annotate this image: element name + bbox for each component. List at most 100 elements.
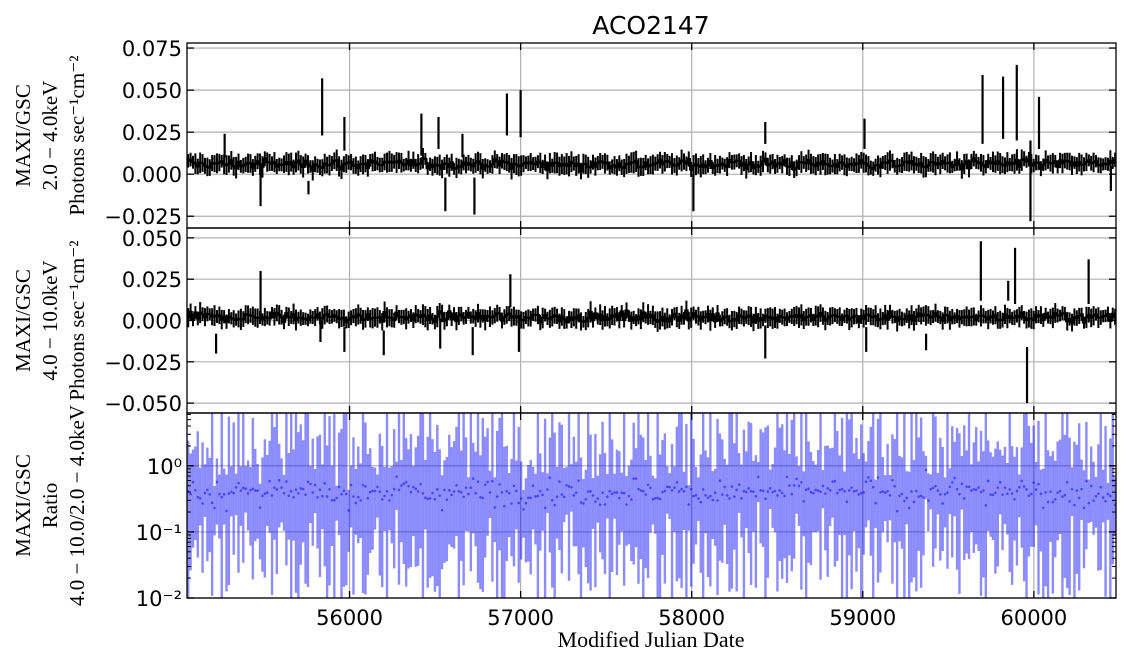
x-axis-label: Modified Julian Date: [558, 627, 745, 652]
ratio-point: [910, 490, 913, 493]
ratio-point: [402, 482, 406, 486]
ratio-point: [627, 494, 631, 498]
ratio-point: [538, 489, 542, 493]
ratio-point: [998, 480, 1002, 484]
ratio-point: [562, 495, 566, 499]
ratio-point: [344, 492, 348, 496]
ratio-point: [234, 486, 238, 489]
ratio-point: [728, 497, 731, 500]
ratio-point: [948, 485, 952, 489]
ratio-point: [1037, 482, 1040, 486]
ratio-point: [843, 489, 846, 493]
figure-title: ACO2147: [592, 11, 709, 40]
ratio-point: [1041, 506, 1045, 510]
ratio-point: [1099, 485, 1103, 489]
ratio-point: [529, 496, 533, 500]
ratio-point: [802, 500, 806, 503]
ratio-point: [558, 480, 561, 483]
ratio-point: [641, 489, 645, 493]
ratio-point: [749, 489, 753, 493]
ratio-point: [515, 489, 518, 493]
ratio-point: [586, 490, 590, 493]
ratio-point: [464, 486, 468, 490]
y-axis-label-line: MAXI/GSC: [11, 269, 35, 372]
ratio-point: [661, 490, 664, 494]
ratio-point: [445, 498, 449, 501]
ratio-point: [689, 487, 693, 491]
ratio-point: [1073, 503, 1076, 507]
ratio-point: [304, 493, 307, 496]
ratio-point: [946, 491, 949, 494]
ratio-point: [294, 488, 298, 491]
ratio-point: [428, 497, 432, 500]
ratio-point: [838, 488, 841, 492]
ratio-point: [824, 492, 827, 495]
ratio-point: [507, 491, 511, 495]
ratio-point: [742, 489, 746, 493]
y-tick-label: 0.050: [122, 227, 182, 251]
ratio-point: [524, 501, 528, 505]
y-tick-label: −0.050: [104, 392, 182, 416]
ratio-point: [287, 494, 291, 497]
ratio-point: [1049, 490, 1052, 493]
ratio-point: [682, 489, 686, 493]
ratio-point: [991, 493, 995, 497]
ratio-point: [289, 490, 293, 493]
ratio-point: [800, 481, 803, 484]
ratio-point: [740, 497, 743, 500]
ratio-point: [917, 495, 921, 498]
ratio-point: [986, 479, 990, 483]
ratio-point: [898, 494, 901, 498]
ratio-point: [912, 500, 916, 504]
ratio-point: [531, 484, 535, 488]
ratio-point: [488, 491, 492, 494]
data-series: [187, 413, 1116, 598]
y-axis-label-line: Photons sec⁻¹cm⁻²: [65, 240, 89, 400]
ratio-point: [1030, 492, 1033, 496]
ratio-point: [455, 483, 458, 487]
ratio-point: [265, 491, 269, 495]
ratio-point: [656, 496, 659, 500]
ratio-point: [333, 498, 336, 502]
ratio-point: [208, 493, 212, 496]
ratio-point: [388, 498, 391, 502]
ratio-point: [733, 495, 736, 498]
ratio-point: [227, 492, 231, 495]
ratio-point: [589, 490, 592, 493]
ratio-point: [1027, 494, 1031, 497]
ratio-point: [376, 485, 379, 489]
ratio-point: [493, 506, 497, 509]
x-tick-label: 59000: [829, 606, 896, 630]
ratio-point: [1075, 489, 1079, 492]
y-axis-label-line: Photons sec⁻¹cm⁻²: [65, 55, 89, 215]
ratio-point: [692, 494, 695, 498]
ratio-point: [615, 491, 619, 494]
ratio-point: [958, 492, 961, 496]
ratio-point: [1051, 500, 1055, 504]
ratio-point: [876, 476, 880, 479]
ratio-point: [1089, 484, 1093, 488]
ratio-point: [730, 485, 734, 488]
ratio-point: [857, 493, 861, 496]
ratio-point: [328, 487, 331, 491]
ratio-point: [249, 488, 252, 492]
ratio-point: [577, 479, 580, 482]
ratio-point: [311, 491, 315, 494]
ratio-point: [625, 503, 628, 506]
ratio-point: [579, 501, 583, 504]
ratio-point: [845, 500, 849, 504]
ratio-point: [752, 490, 755, 493]
ratio-point: [797, 484, 801, 488]
ratio-point: [522, 508, 525, 511]
ratio-point: [649, 486, 652, 490]
ratio-point: [771, 490, 774, 494]
ratio-point: [491, 479, 494, 483]
ratio-point: [1008, 488, 1012, 491]
ratio-point: [400, 484, 403, 487]
y-tick-label: 0.075: [122, 37, 182, 61]
ratio-point: [927, 499, 930, 502]
ratio-point: [670, 489, 674, 492]
ratio-point: [495, 495, 499, 498]
ratio-point: [687, 503, 691, 506]
ratio-point: [864, 480, 868, 484]
